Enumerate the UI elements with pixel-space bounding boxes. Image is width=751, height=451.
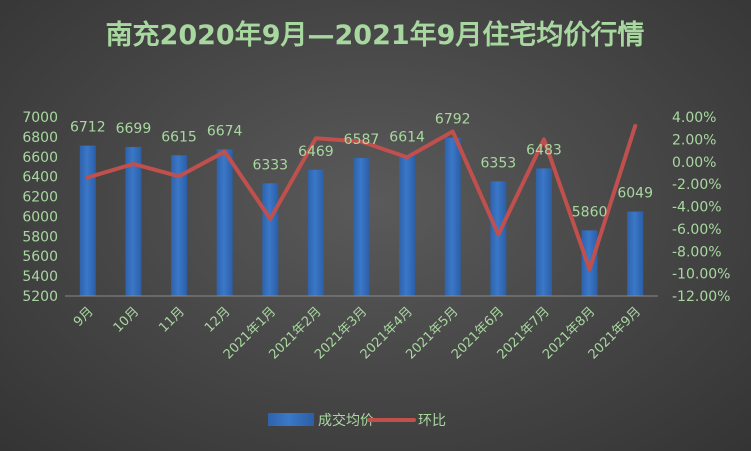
- right-tick-label: 4.00%: [672, 110, 716, 126]
- data-label: 6353: [481, 155, 517, 171]
- data-labels: 6712 6699 6615 6674 6333 6469 6587 6614 6792 6353…: [70, 112, 653, 221]
- chart-title: 南充2020年9月—2021年9月住宅均价行情: [106, 19, 645, 51]
- right-tick-label: -6.00%: [672, 222, 722, 238]
- legend-bar-label: 成交均价: [318, 412, 374, 429]
- left-tick-label: 6400: [22, 170, 58, 186]
- data-label: 6333: [252, 157, 288, 173]
- right-tick-label: 0.00%: [672, 155, 716, 171]
- data-label: 6699: [116, 121, 152, 137]
- bar: [353, 158, 370, 296]
- left-tick-label: 5800: [22, 229, 58, 245]
- left-tick-label: 7000: [22, 110, 58, 126]
- data-label: 5860: [572, 204, 608, 220]
- bar: [444, 137, 461, 296]
- data-label: 6614: [389, 129, 425, 145]
- right-axis: -12.00% -10.00% -8.00% -6.00% -4.00% -2.00% 0.…: [672, 110, 730, 305]
- line-series: [85, 123, 638, 272]
- bar: [399, 155, 416, 296]
- bar-series: [65, 137, 658, 297]
- bar: [125, 146, 142, 296]
- left-axis: 5200 5400 5600 5800 6000 6200 6400 6600 6800 7000: [22, 110, 58, 305]
- x-tick-label: 9月: [71, 304, 97, 330]
- bar: [262, 183, 279, 296]
- bar: [216, 149, 233, 296]
- legend: 成交均价 环比: [268, 412, 446, 429]
- data-label: 6049: [617, 186, 653, 202]
- left-tick-label: 6200: [22, 190, 58, 206]
- bar: [627, 211, 644, 296]
- data-label: 6674: [207, 123, 243, 139]
- left-tick-label: 6600: [22, 150, 58, 166]
- bar: [171, 155, 188, 296]
- data-label: 6615: [161, 129, 197, 145]
- data-label: 6792: [435, 112, 471, 128]
- legend-line-label: 环比: [418, 413, 446, 429]
- right-tick-label: -8.00%: [672, 244, 722, 260]
- right-tick-label: 2.00%: [672, 132, 716, 148]
- bar: [79, 145, 96, 296]
- x-tick-label: 12月: [202, 304, 233, 335]
- x-axis: 9月 10月 11月 12月2021年1月2021年2月2021年3月2021年4月2…: [71, 304, 644, 362]
- right-tick-label: -12.00%: [672, 289, 730, 305]
- right-tick-label: -10.00%: [672, 267, 730, 283]
- x-tick-label: 10月: [111, 304, 142, 335]
- data-label: 6483: [526, 142, 562, 158]
- left-tick-label: 5600: [22, 249, 58, 265]
- data-label: 6712: [70, 120, 106, 136]
- data-label: 6469: [298, 144, 334, 160]
- data-label: 6587: [344, 132, 380, 148]
- left-tick-label: 6000: [22, 209, 58, 225]
- left-tick-label: 5200: [22, 289, 58, 305]
- legend-bar-swatch: [268, 413, 314, 426]
- right-tick-label: -4.00%: [672, 200, 722, 216]
- left-tick-label: 6800: [22, 130, 58, 146]
- left-tick-label: 5400: [22, 269, 58, 285]
- right-tick-label: -2.00%: [672, 177, 722, 193]
- bar: [307, 169, 324, 296]
- bar: [490, 181, 507, 296]
- bar: [535, 168, 552, 296]
- x-tick-label: 11月: [156, 304, 187, 335]
